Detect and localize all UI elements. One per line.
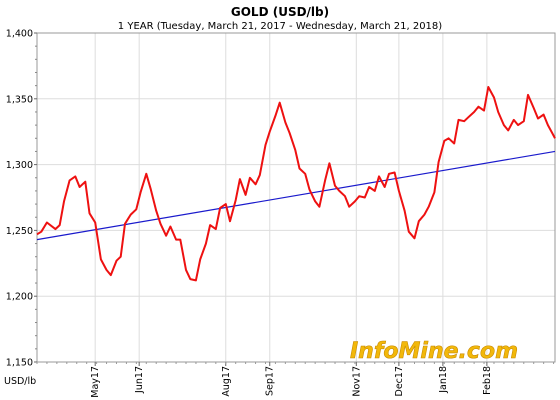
x-tick-label: Feb18 — [482, 366, 493, 395]
x-axis: May17 Jun17 Aug17 Sep17 Nov17 Dec17 Jan18 Feb18 — [36, 362, 555, 398]
x-tick-label: May17 — [90, 366, 101, 398]
x-tick-label: Sep17 — [265, 366, 276, 396]
x-tick-label: Jun17 — [134, 366, 145, 394]
y-tick-label: 1,200 — [6, 292, 33, 303]
series-layer — [36, 86, 556, 282]
y-tick-label: 1,350 — [6, 94, 33, 105]
y-tick-label: 1,250 — [6, 226, 33, 237]
x-tick-label: Jan18 — [438, 366, 449, 394]
trend-line — [36, 150, 556, 241]
plot-area-frame — [36, 32, 556, 363]
y-tick-label: 1,400 — [6, 29, 33, 40]
x-tick-label: Aug17 — [221, 366, 232, 397]
chart-title: GOLD (USD/lb) — [231, 5, 329, 19]
y-tick-label: 1,150 — [6, 358, 33, 369]
x-tick-label: Nov17 — [351, 366, 362, 397]
chart-subtitle: 1 YEAR (Tuesday, March 21, 2017 - Wednes… — [118, 21, 442, 32]
infomine-watermark: InfoMine.com — [350, 339, 518, 364]
y-axis: 1,150 1,200 1,250 1,300 1,350 1,400 — [6, 29, 37, 369]
gold-price-line — [36, 86, 556, 282]
y-unit-label: USD/lb — [4, 376, 36, 387]
grid-lines — [37, 32, 555, 363]
x-tick-label: Dec17 — [394, 366, 405, 396]
y-tick-label: 1,300 — [6, 160, 33, 171]
